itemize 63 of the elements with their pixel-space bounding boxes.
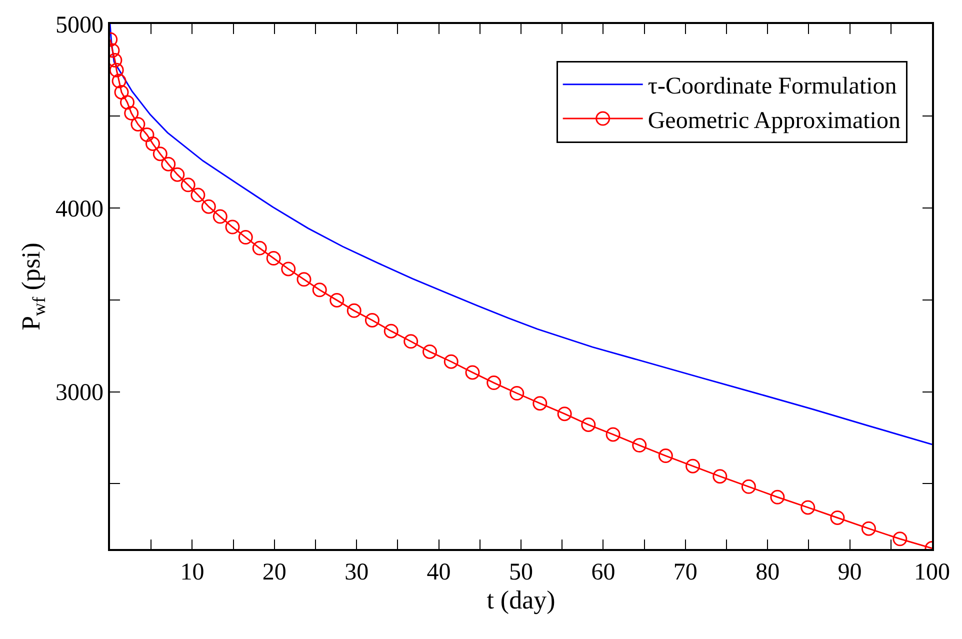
x-tick-label: 20 — [262, 560, 286, 586]
point — [296, 272, 312, 287]
point — [190, 188, 206, 202]
point — [384, 324, 398, 338]
point — [741, 479, 756, 494]
y-tick-label: 5000 — [55, 12, 104, 38]
y-tick-label: 4000 — [55, 196, 104, 222]
point — [404, 334, 418, 349]
point — [330, 292, 344, 308]
point — [170, 167, 185, 182]
point — [861, 521, 876, 536]
point — [364, 312, 380, 328]
point — [225, 220, 240, 234]
point — [686, 458, 700, 474]
point — [557, 406, 572, 422]
point — [312, 282, 327, 298]
point — [180, 178, 196, 192]
x-tick-label: 50 — [509, 560, 533, 586]
point — [830, 510, 845, 525]
point — [532, 396, 548, 411]
point — [110, 62, 124, 78]
x-tick-label: 10 — [180, 560, 204, 586]
legend-label: Geometric Approximation — [648, 108, 900, 134]
point — [444, 354, 458, 369]
point — [120, 95, 135, 110]
point — [581, 417, 596, 432]
x-tick-label: 100 — [914, 560, 950, 586]
point — [465, 365, 480, 380]
x-tick-label: 80 — [756, 560, 780, 586]
point — [238, 230, 253, 245]
x-tick-label: 60 — [591, 560, 616, 586]
point — [130, 116, 146, 132]
legend-label: τ-Coordinate Formulation — [648, 74, 897, 100]
point — [112, 74, 126, 88]
point — [422, 344, 438, 359]
line-series — [110, 24, 932, 446]
point — [892, 532, 908, 546]
point — [201, 199, 216, 214]
point — [140, 127, 154, 142]
point — [658, 448, 673, 464]
point — [770, 490, 785, 504]
x-tick-label: 30 — [344, 560, 369, 586]
point — [712, 469, 728, 484]
point — [632, 438, 647, 453]
point — [346, 303, 362, 318]
point — [114, 84, 129, 100]
point — [266, 251, 281, 266]
x-tick-label: 40 — [426, 560, 451, 586]
point — [161, 156, 176, 172]
point — [124, 106, 139, 120]
point — [252, 240, 267, 256]
point — [152, 146, 168, 162]
point — [510, 386, 524, 400]
point — [606, 427, 620, 442]
x-tick-label: 90 — [838, 560, 862, 586]
y-tick-label: 3000 — [55, 380, 104, 406]
point — [212, 209, 228, 224]
x-axis-title: t (day) — [486, 586, 556, 615]
point — [145, 136, 160, 151]
point — [486, 376, 502, 390]
point — [281, 262, 296, 276]
point — [800, 500, 816, 515]
x-tick-label: 70 — [673, 560, 698, 586]
